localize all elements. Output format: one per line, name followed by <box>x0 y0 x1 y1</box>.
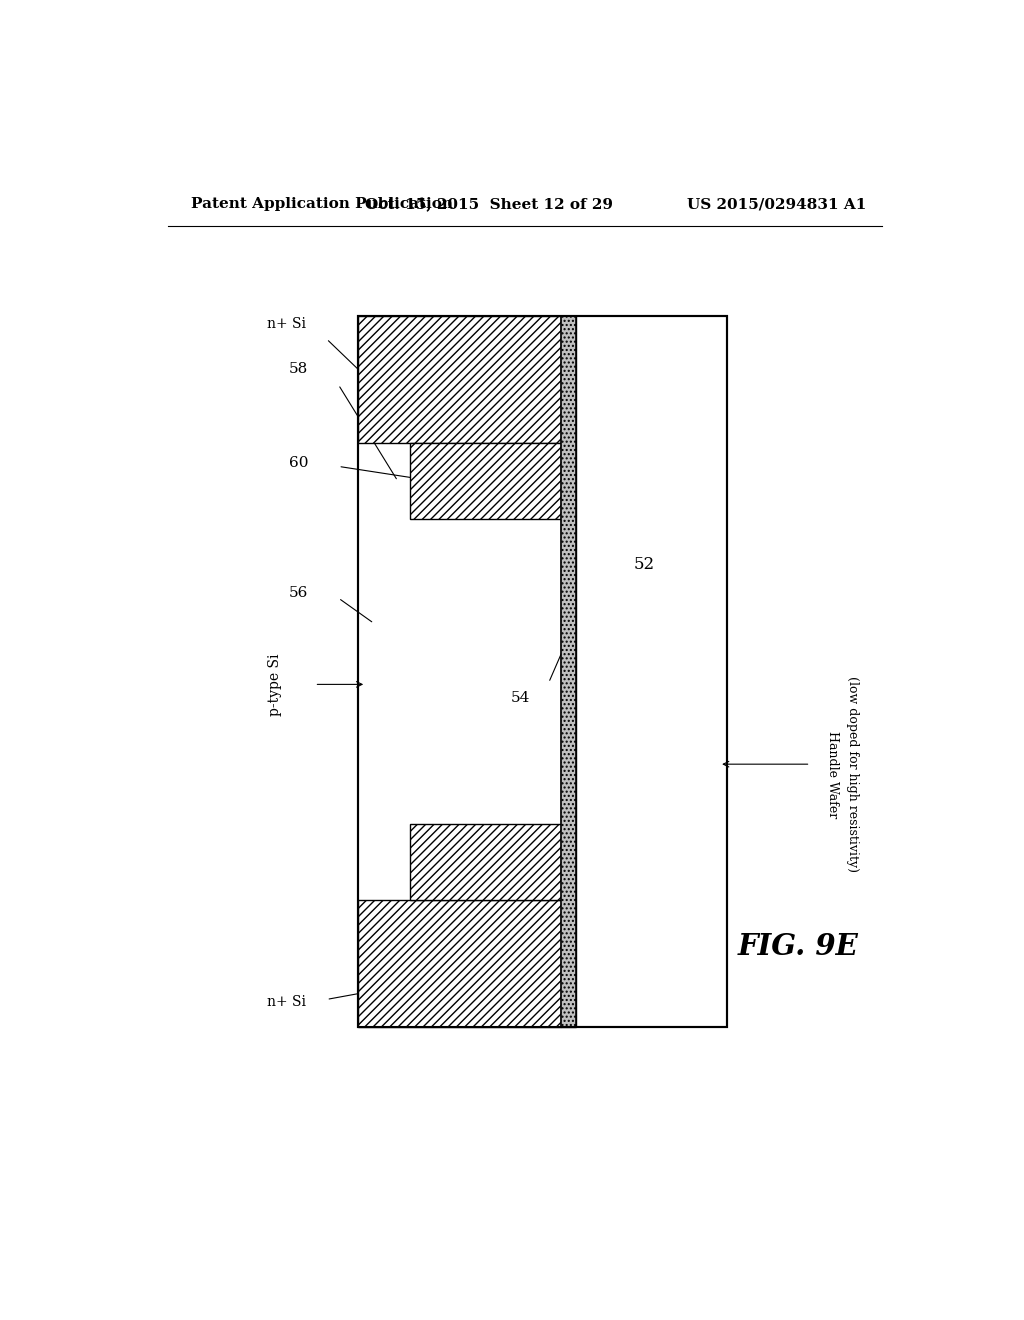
Bar <box>358 900 560 1027</box>
Text: 58: 58 <box>289 362 308 376</box>
Text: US 2015/0294831 A1: US 2015/0294831 A1 <box>687 197 866 211</box>
Bar <box>358 315 727 1027</box>
Bar <box>410 824 560 900</box>
Text: FIG. 9E: FIG. 9E <box>738 932 859 961</box>
Text: Handle Wafer: Handle Wafer <box>826 731 840 818</box>
Text: p-type Si: p-type Si <box>268 653 282 715</box>
Text: 54: 54 <box>511 692 530 705</box>
Text: 60: 60 <box>289 457 308 470</box>
Text: Oct. 15, 2015  Sheet 12 of 29: Oct. 15, 2015 Sheet 12 of 29 <box>366 197 613 211</box>
Bar <box>560 315 577 1027</box>
Bar <box>358 315 560 444</box>
Text: SiO₂: SiO₂ <box>502 990 532 1005</box>
Bar <box>560 315 577 1027</box>
Text: Patent Application Publication: Patent Application Publication <box>191 197 454 211</box>
Text: n+ Si: n+ Si <box>267 317 306 330</box>
Text: n+ Si: n+ Si <box>267 995 306 1008</box>
Text: 52: 52 <box>634 557 654 573</box>
Text: 56: 56 <box>289 586 308 599</box>
Text: (low doped for high resistivity): (low doped for high resistivity) <box>846 676 859 873</box>
Bar <box>358 315 727 1027</box>
Bar <box>410 444 560 519</box>
